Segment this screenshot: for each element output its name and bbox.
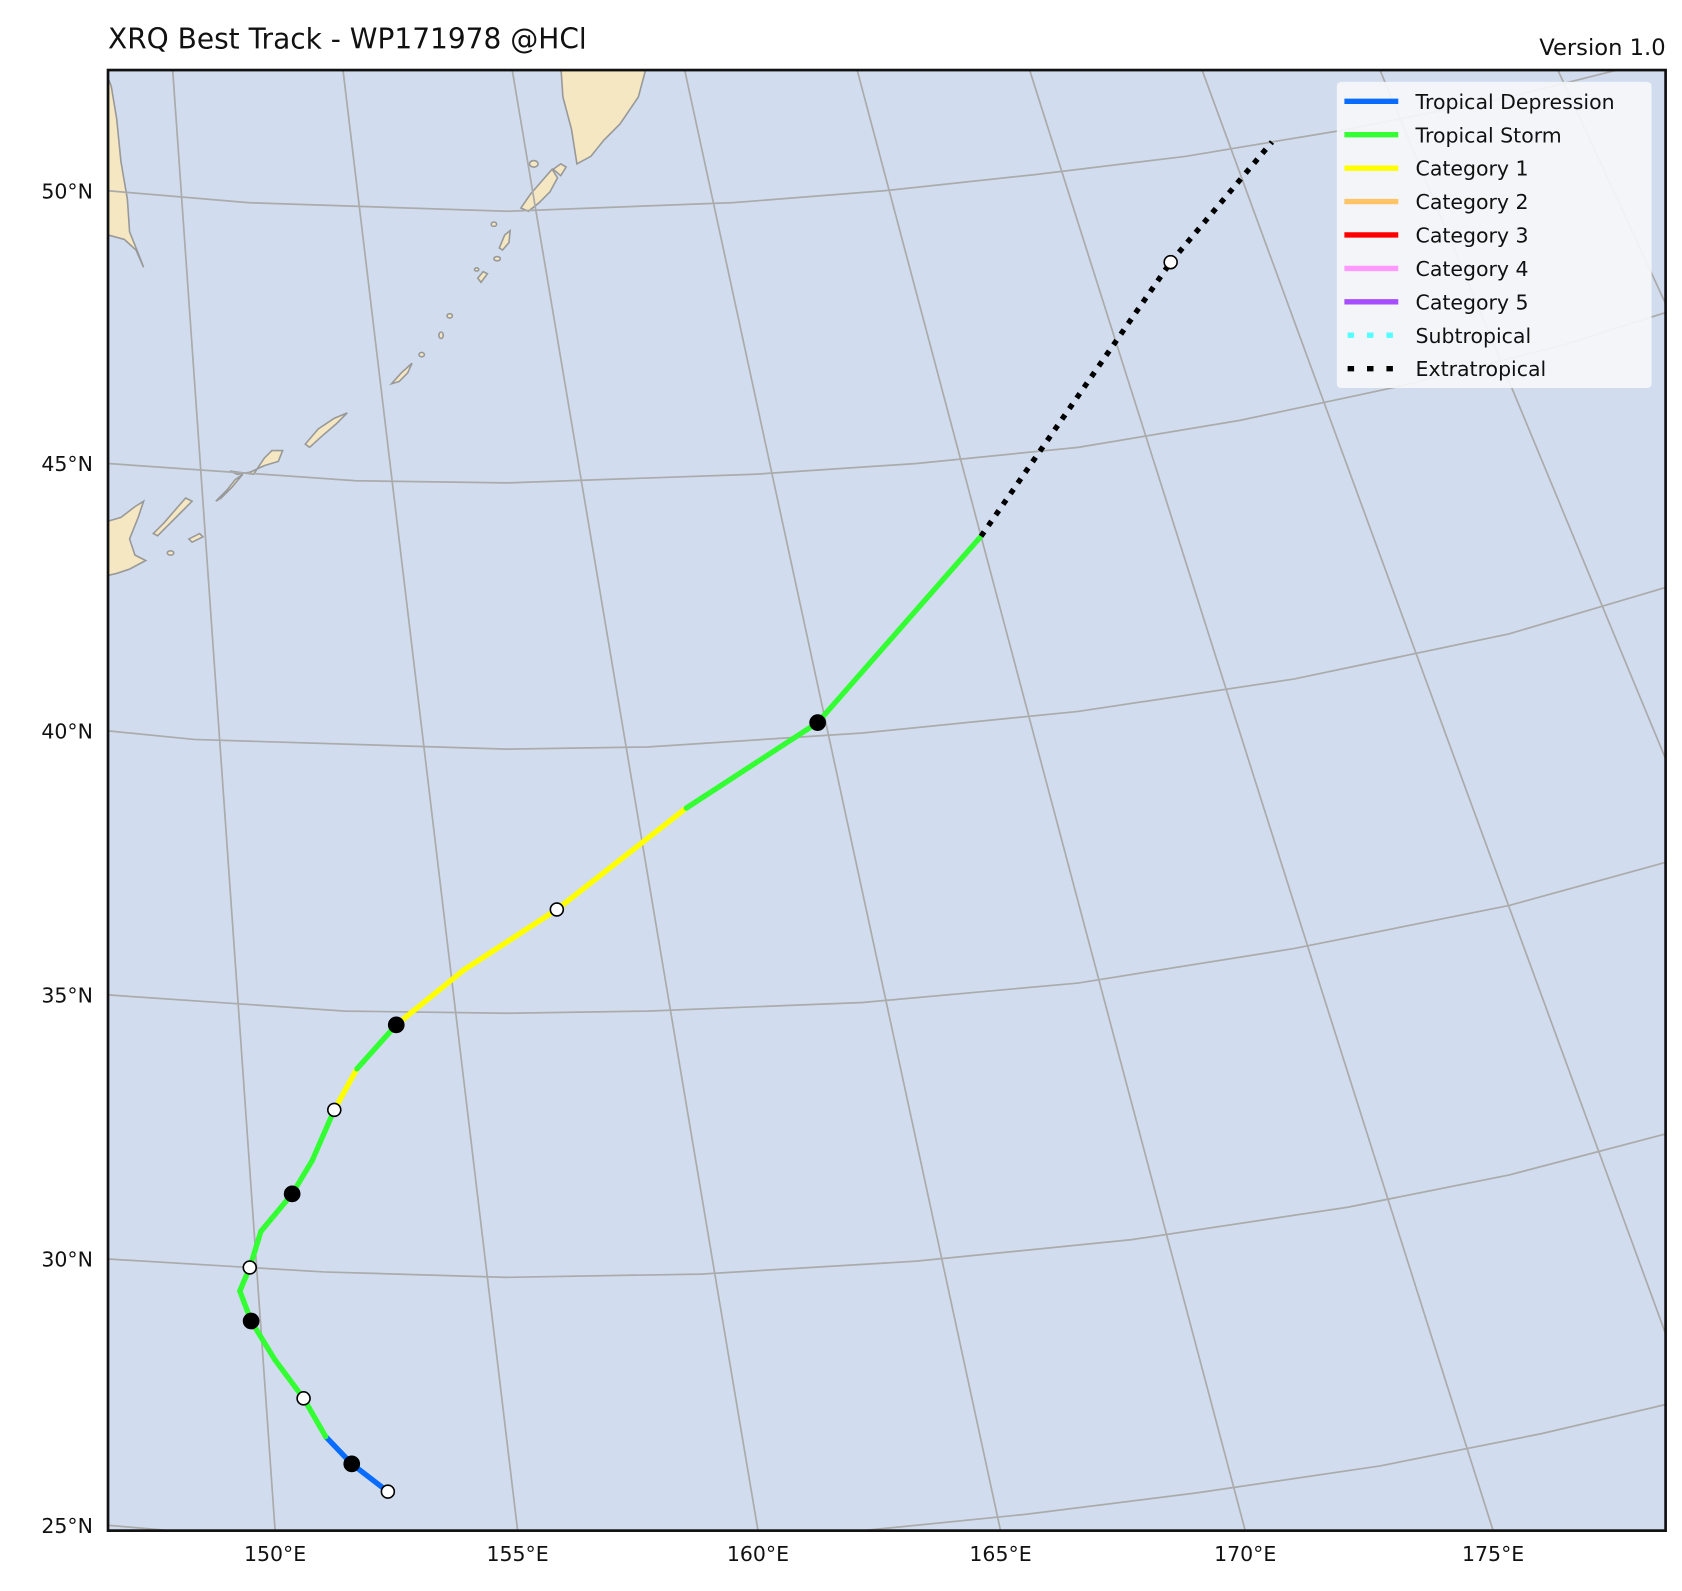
legend-label: Tropical Storm <box>1415 123 1562 147</box>
legend-label: Category 5 <box>1416 290 1529 314</box>
axis-ticks: 25°N 30°N 35°N 40°N 45°N 50°N 150°E 155°E 160°E 1… <box>41 179 1524 1565</box>
track-point-00z <box>809 714 827 731</box>
lat-tick-label: 35°N <box>41 983 93 1007</box>
parallel-40n <box>108 586 1666 751</box>
lon-tick-label: 160°E <box>727 1542 789 1566</box>
kuril-island <box>438 331 445 340</box>
track-segment-ts <box>354 1022 399 1072</box>
parallel-25n <box>108 1403 1666 1531</box>
sakhalin <box>108 75 145 268</box>
map-frame <box>106 68 1667 1532</box>
kuril-island <box>528 159 539 168</box>
track-segment-ts <box>683 719 821 811</box>
track-point-12z <box>242 1260 258 1275</box>
lat-tick-label: 25°N <box>41 1514 93 1538</box>
track-point-12z <box>380 1484 396 1499</box>
lon-tick-label: 155°E <box>487 1542 549 1566</box>
lat-tick-label: 30°N <box>41 1248 93 1272</box>
track-segment-c1 <box>554 805 689 913</box>
kuril-island <box>389 362 413 386</box>
parallel-35n <box>108 861 1666 1015</box>
legend-label: Category 4 <box>1416 257 1529 281</box>
legend-label: Category 3 <box>1416 224 1529 248</box>
kuril-island <box>476 270 489 284</box>
meridian-155e <box>342 70 519 1531</box>
legend: Tropical Depression Tropical Storm Categor… <box>1336 81 1652 389</box>
kamchatka <box>560 70 647 166</box>
track-segment-ex <box>1168 140 1275 264</box>
graticule <box>2 70 1666 1531</box>
kuril-island <box>519 167 559 213</box>
version-label: Version 1.0 <box>1539 35 1665 61</box>
kuril-island <box>151 496 194 537</box>
meridian-145e <box>2 70 32 1531</box>
track-point-00z <box>343 1455 361 1473</box>
meridian-160e <box>511 70 759 1531</box>
land <box>108 70 647 577</box>
legend-label: Subtropical <box>1416 324 1532 348</box>
lon-tick-label: 150°E <box>244 1542 306 1566</box>
meridian-150e <box>171 70 276 1531</box>
storm-track <box>237 140 1275 1499</box>
track-point-00z <box>242 1312 260 1330</box>
track-segment-ex <box>978 260 1173 538</box>
track-point-00z <box>283 1185 301 1203</box>
lat-tick-label: 40°N <box>41 719 93 743</box>
track-segment-ts <box>300 1395 329 1440</box>
track-segment-c1 <box>460 906 560 973</box>
legend-box <box>1336 81 1652 389</box>
track-point-12z <box>296 1391 311 1406</box>
kuril-island <box>446 312 454 319</box>
kuril-island <box>490 221 498 228</box>
kuril-island <box>166 550 175 556</box>
kuril-island <box>473 267 480 272</box>
track-segment-ts <box>309 1107 337 1164</box>
hokkaido <box>108 499 148 577</box>
lon-tick-label: 170°E <box>1214 1542 1276 1566</box>
legend-label: Extratropical <box>1416 357 1547 381</box>
kuril-island <box>304 412 348 449</box>
kuril-island <box>551 162 568 177</box>
track-segment-c1 <box>331 1066 360 1113</box>
lon-tick-label: 165°E <box>969 1542 1031 1566</box>
legend-label: Category 2 <box>1416 190 1529 214</box>
track-segment-ts <box>814 533 984 726</box>
track-segment-ts <box>272 1356 307 1402</box>
meridian-165e <box>683 70 1002 1531</box>
kuril-island <box>187 532 205 544</box>
meridian-175e <box>1028 70 1494 1531</box>
legend-label: Category 1 <box>1416 157 1529 181</box>
kuril-island <box>493 255 502 262</box>
lat-tick-label: 45°N <box>41 452 93 476</box>
legend-label: Tropical Depression <box>1415 90 1615 114</box>
meridian-180e <box>1201 70 1666 1337</box>
track-point-12z <box>1163 254 1178 270</box>
kuril-island <box>418 351 426 358</box>
kuril-island <box>498 228 512 252</box>
lon-tick-label: 175°E <box>1462 1542 1524 1566</box>
lat-tick-label: 50°N <box>41 179 93 203</box>
map-title: XRQ Best Track - WP171978 @HCl <box>108 23 587 56</box>
kuril-island <box>215 473 244 502</box>
track-point-12z <box>327 1102 342 1118</box>
track-segment-c1 <box>393 967 467 1028</box>
meridian-170e <box>856 70 1247 1531</box>
track-point-00z <box>387 1016 405 1034</box>
track-point-12z <box>549 902 565 917</box>
